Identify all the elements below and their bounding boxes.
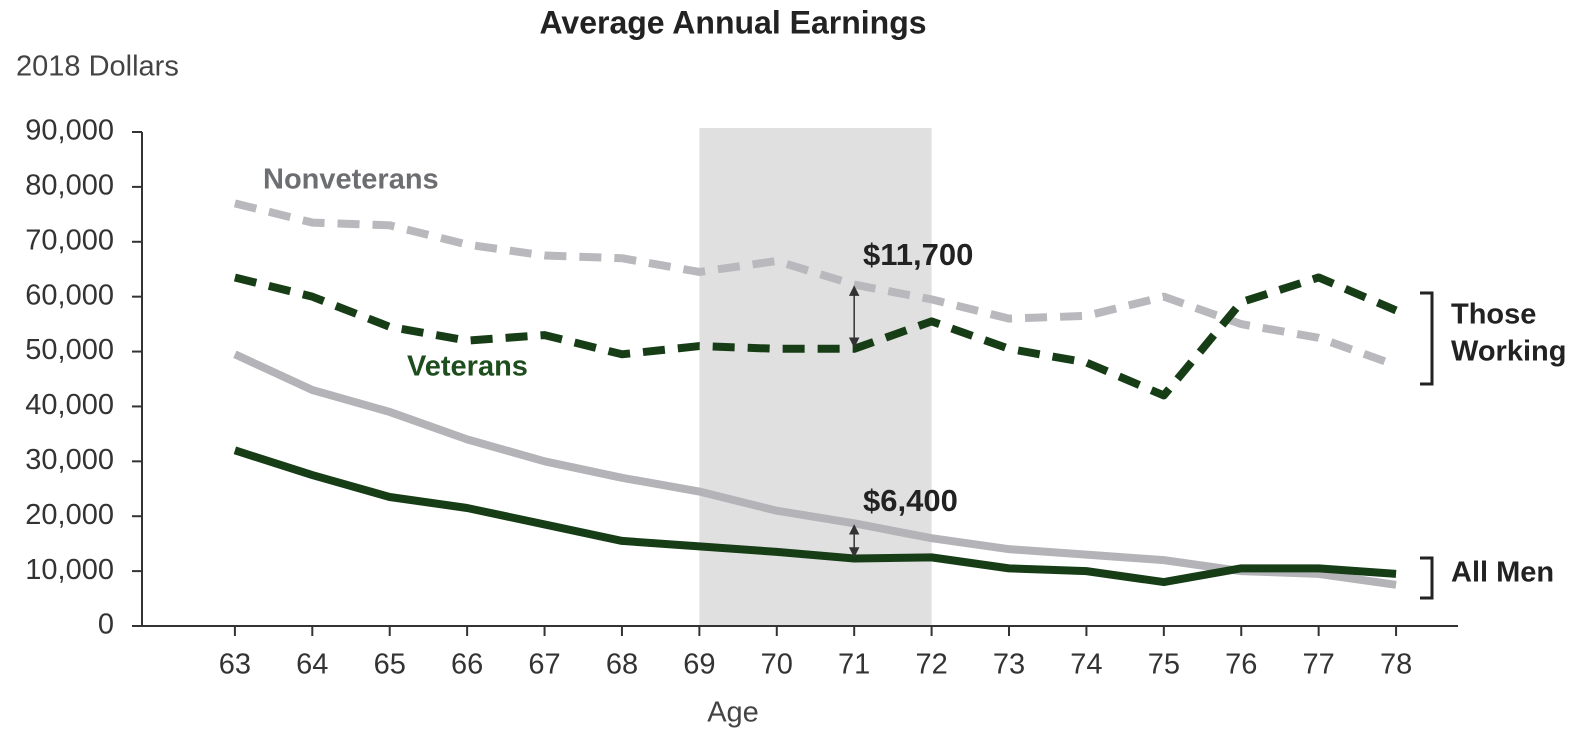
bracket	[1420, 556, 1434, 600]
x-tick-label: 75	[1148, 649, 1180, 681]
x-axis-label: Age	[707, 697, 759, 729]
group-label: Those	[1451, 299, 1536, 331]
x-tick-label: 77	[1303, 649, 1335, 681]
x-tick-label: 69	[683, 649, 715, 681]
group-label: All Men	[1451, 557, 1554, 589]
y-tick-label: 60,000	[25, 279, 114, 311]
series-label: Veterans	[407, 351, 528, 383]
y-axis-label: 2018 Dollars	[16, 51, 179, 83]
y-tick-label: 0	[98, 609, 114, 641]
x-tick-label: 67	[528, 649, 560, 681]
gap-label: $6,400	[863, 483, 958, 518]
y-tick-label: 10,000	[25, 554, 114, 586]
y-tick-label: 50,000	[25, 334, 114, 366]
x-tick-label: 71	[838, 649, 870, 681]
chart-title: Average Annual Earnings	[539, 4, 926, 40]
series-line	[233, 446, 1397, 587]
bracket	[1420, 291, 1434, 386]
y-tick-label: 40,000	[25, 389, 114, 421]
x-tick-label: 76	[1225, 649, 1257, 681]
series-line	[233, 350, 1397, 589]
x-tick-label: 68	[606, 649, 638, 681]
series-label: Nonveterans	[263, 164, 439, 196]
x-tick-label: 64	[296, 649, 328, 681]
gap-label: $11,700	[863, 237, 973, 272]
highlight-band	[699, 128, 932, 626]
series-line	[233, 273, 1398, 400]
x-tick-label: 74	[1070, 649, 1102, 681]
y-tick-label: 30,000	[25, 444, 114, 476]
y-tick-label: 20,000	[25, 499, 114, 531]
x-tick-label: 66	[451, 649, 483, 681]
group-label: Working	[1451, 336, 1566, 368]
x-tick-label: 63	[219, 649, 251, 681]
x-tick-label: 72	[915, 649, 947, 681]
series-line	[233, 199, 1398, 370]
x-tick-label: 73	[993, 649, 1025, 681]
background-layer	[699, 128, 932, 626]
y-tick-label: 90,000	[25, 115, 114, 147]
y-tick-label: 80,000	[25, 170, 114, 202]
x-tick-label: 70	[761, 649, 793, 681]
y-tick-label: 70,000	[25, 224, 114, 256]
x-tick-label: 78	[1380, 649, 1412, 681]
x-tick-label: 65	[374, 649, 406, 681]
